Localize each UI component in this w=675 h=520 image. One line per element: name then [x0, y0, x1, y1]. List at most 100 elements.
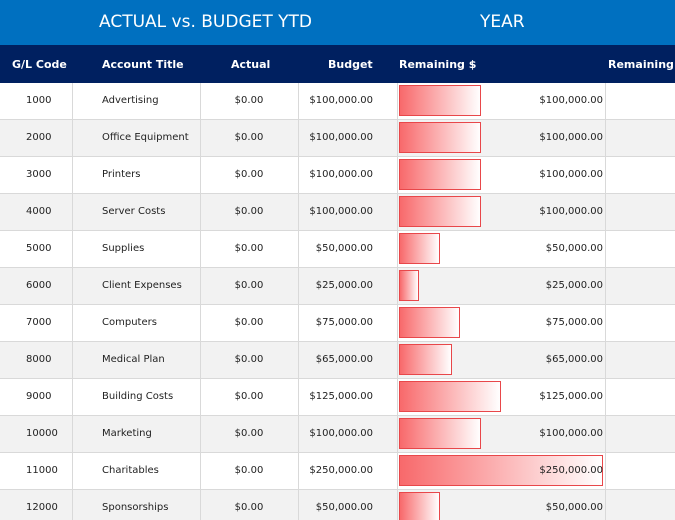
cell-border [397, 83, 398, 120]
actual: $0.00 [234, 206, 264, 217]
remaining-amount: $25,000.00 [545, 280, 603, 291]
cell-border [605, 157, 606, 194]
column-header: Account Title [102, 58, 184, 71]
cell-border [72, 379, 73, 416]
cell-border [605, 268, 606, 305]
cell-border [72, 231, 73, 268]
cell-border [298, 83, 299, 120]
account-title: Charitables [102, 465, 159, 476]
row-bg [0, 305, 675, 342]
cell-border [72, 305, 73, 342]
data-bar [399, 418, 481, 449]
gl-code: 3000 [26, 169, 52, 180]
cell-border [605, 379, 606, 416]
cell-border [298, 453, 299, 490]
row-bg [0, 83, 675, 120]
remaining-amount: $250,000.00 [539, 465, 603, 476]
gl-code: 7000 [26, 317, 52, 328]
gl-code: 4000 [26, 206, 52, 217]
cell-border [200, 157, 201, 194]
data-bar [399, 381, 501, 412]
row-bg [0, 194, 675, 231]
remaining-amount: $75,000.00 [545, 317, 603, 328]
actual: $0.00 [234, 465, 264, 476]
cell-border [397, 490, 398, 520]
gl-code: 10000 [26, 428, 58, 439]
cell-border [200, 416, 201, 453]
account-title: Server Costs [102, 206, 166, 217]
cell-border [605, 416, 606, 453]
cell-border [298, 416, 299, 453]
gl-code: 5000 [26, 243, 52, 254]
cell-border [200, 305, 201, 342]
gl-code: 9000 [26, 391, 52, 402]
remaining-amount: $100,000.00 [539, 132, 603, 143]
report-title: ACTUAL vs. BUDGET YTD [99, 12, 313, 32]
actual: $0.00 [234, 280, 264, 291]
account-title: Sponsorships [102, 502, 169, 513]
actual: $0.00 [234, 95, 264, 106]
account-title: Medical Plan [102, 354, 165, 365]
cell-border [298, 490, 299, 520]
row-bg [0, 342, 675, 379]
actual: $0.00 [234, 391, 264, 402]
title-bar [0, 0, 675, 45]
cell-border [298, 268, 299, 305]
cell-border [605, 231, 606, 268]
cell-border [72, 157, 73, 194]
budget: $65,000.00 [315, 354, 373, 365]
cell-border [605, 490, 606, 520]
row-bg [0, 416, 675, 453]
data-bar [399, 492, 440, 520]
cell-border [397, 305, 398, 342]
budget: $75,000.00 [315, 317, 373, 328]
cell-border [298, 194, 299, 231]
gl-code: 8000 [26, 354, 52, 365]
cell-border [298, 120, 299, 157]
data-bar [399, 196, 481, 227]
remaining-amount: $50,000.00 [545, 502, 603, 513]
gl-code: 11000 [26, 465, 58, 476]
column-header: Remaining % [608, 58, 675, 71]
budget: $100,000.00 [309, 95, 373, 106]
account-title: Office Equipment [102, 132, 189, 143]
account-title: Supplies [102, 243, 145, 254]
data-bar [399, 159, 481, 190]
cell-border [397, 416, 398, 453]
data-bar [399, 122, 481, 153]
row-bg [0, 490, 675, 520]
account-title: Building Costs [102, 391, 174, 402]
cell-border [298, 157, 299, 194]
row-bg [0, 157, 675, 194]
budget: $250,000.00 [309, 465, 373, 476]
remaining-amount: $100,000.00 [539, 428, 603, 439]
cell-border [605, 305, 606, 342]
data-bar [399, 85, 481, 116]
cell-border [72, 453, 73, 490]
data-bar [399, 270, 420, 301]
cell-border [72, 490, 73, 520]
cell-border [200, 490, 201, 520]
column-header: Budget [328, 58, 373, 71]
budget: $50,000.00 [315, 243, 373, 254]
actual: $0.00 [234, 502, 264, 513]
cell-border [72, 194, 73, 231]
data-bar [399, 307, 461, 338]
budget: $25,000.00 [315, 280, 373, 291]
cell-border [397, 157, 398, 194]
column-header: Remaining $ [399, 58, 477, 71]
actual: $0.00 [234, 132, 264, 143]
cell-border [72, 342, 73, 379]
gl-code: 6000 [26, 280, 52, 291]
gl-code: 2000 [26, 132, 52, 143]
cell-border [72, 268, 73, 305]
cell-border [397, 379, 398, 416]
account-title: Client Expenses [102, 280, 182, 291]
budget: $100,000.00 [309, 428, 373, 439]
remaining-amount: $65,000.00 [545, 354, 603, 365]
account-title: Computers [102, 317, 157, 328]
budget: $50,000.00 [315, 502, 373, 513]
cell-border [298, 342, 299, 379]
period: YEAR [480, 12, 525, 32]
gl-code: 12000 [26, 502, 58, 513]
